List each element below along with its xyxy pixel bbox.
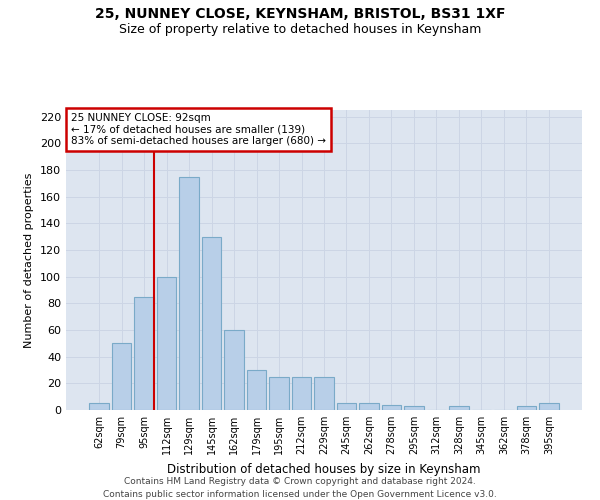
- Bar: [269, 376, 289, 410]
- Bar: [539, 404, 559, 410]
- Text: 25 NUNNEY CLOSE: 92sqm
← 17% of detached houses are smaller (139)
83% of semi-de: 25 NUNNEY CLOSE: 92sqm ← 17% of detached…: [71, 113, 326, 146]
- Text: 25, NUNNEY CLOSE, KEYNSHAM, BRISTOL, BS31 1XF: 25, NUNNEY CLOSE, KEYNSHAM, BRISTOL, BS3…: [95, 8, 505, 22]
- Bar: [89, 404, 109, 410]
- Bar: [157, 276, 176, 410]
- Bar: [292, 376, 311, 410]
- Bar: [314, 376, 334, 410]
- Text: Contains public sector information licensed under the Open Government Licence v3: Contains public sector information licen…: [103, 490, 497, 499]
- Bar: [404, 406, 424, 410]
- Y-axis label: Number of detached properties: Number of detached properties: [25, 172, 34, 348]
- Bar: [179, 176, 199, 410]
- Bar: [382, 404, 401, 410]
- Bar: [337, 404, 356, 410]
- Bar: [359, 404, 379, 410]
- X-axis label: Distribution of detached houses by size in Keynsham: Distribution of detached houses by size …: [167, 462, 481, 475]
- Bar: [224, 330, 244, 410]
- Bar: [449, 406, 469, 410]
- Bar: [112, 344, 131, 410]
- Bar: [247, 370, 266, 410]
- Text: Size of property relative to detached houses in Keynsham: Size of property relative to detached ho…: [119, 22, 481, 36]
- Bar: [517, 406, 536, 410]
- Bar: [134, 296, 154, 410]
- Bar: [202, 236, 221, 410]
- Text: Contains HM Land Registry data © Crown copyright and database right 2024.: Contains HM Land Registry data © Crown c…: [124, 478, 476, 486]
